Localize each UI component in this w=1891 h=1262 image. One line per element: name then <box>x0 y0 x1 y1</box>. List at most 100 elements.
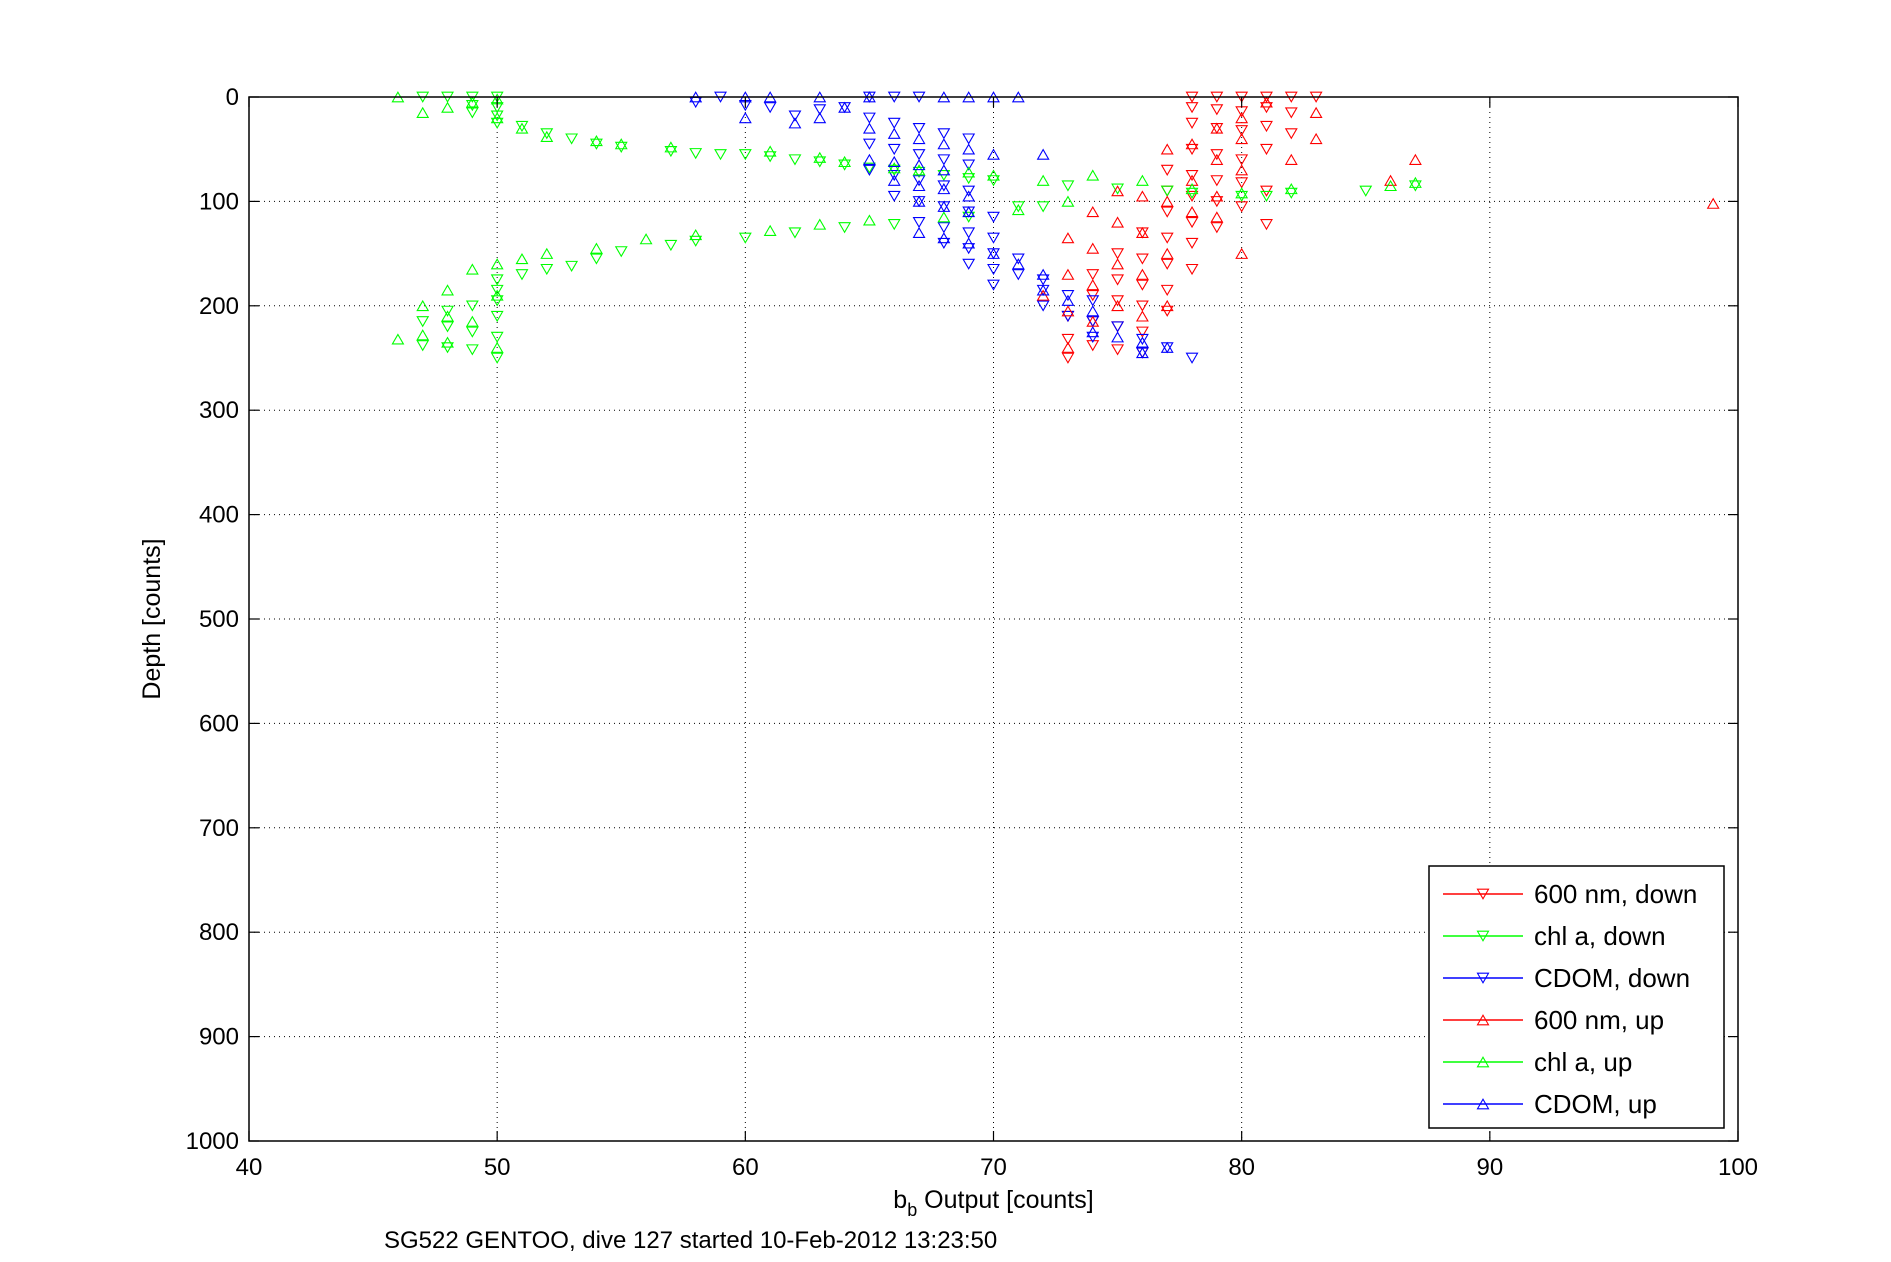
data-point <box>1111 248 1125 260</box>
data-point <box>887 219 901 231</box>
data-point <box>1185 183 1199 195</box>
data-point <box>1160 284 1174 297</box>
data-point <box>1160 195 1174 207</box>
data-point <box>1111 274 1125 286</box>
series-3 <box>1036 96 1720 353</box>
data-point <box>1061 232 1075 244</box>
data-point <box>1135 347 1149 359</box>
data-point <box>738 149 752 161</box>
data-point <box>1210 175 1224 187</box>
legend-item: chl a, up <box>1443 1047 1632 1077</box>
data-point <box>987 263 1000 276</box>
data-point <box>714 149 727 161</box>
data-point <box>1135 346 1149 359</box>
data-point <box>1408 153 1422 165</box>
x-tick-label: 70 <box>980 1154 1007 1181</box>
data-point <box>1160 185 1174 197</box>
legend-box <box>1428 865 1725 1129</box>
data-point <box>1210 149 1224 161</box>
legend-marker <box>1476 972 1490 984</box>
data-point <box>1086 169 1100 181</box>
data-point <box>1185 205 1199 218</box>
data-point <box>689 148 703 160</box>
data-point <box>689 235 703 247</box>
data-point <box>1135 268 1149 280</box>
y-tick-label: 100 <box>199 188 239 215</box>
x-tick-label: 100 <box>1718 1154 1758 1181</box>
data-point <box>1011 203 1025 216</box>
y-tick-label: 0 <box>226 84 239 111</box>
data-point <box>1185 102 1199 114</box>
series-1 <box>416 91 1422 364</box>
data-point <box>987 148 1000 160</box>
data-point <box>1011 269 1025 281</box>
y-tick-label: 400 <box>199 502 239 529</box>
data-point <box>1036 284 1050 296</box>
data-point <box>937 180 951 192</box>
data-point <box>1185 138 1199 150</box>
legend-item: 600 nm, up <box>1443 1005 1664 1035</box>
data-point <box>1235 132 1249 145</box>
data-point <box>1111 321 1125 333</box>
data-point <box>490 284 504 297</box>
x-axis-title-subscript: b <box>907 1200 917 1220</box>
data-point <box>1135 227 1149 239</box>
data-point <box>1061 305 1075 317</box>
legend-item: chl a, down <box>1443 921 1666 951</box>
data-point <box>490 331 504 343</box>
data-point <box>788 227 802 239</box>
data-point <box>1061 268 1075 280</box>
data-point <box>1160 258 1174 270</box>
data-point <box>515 252 529 265</box>
data-point <box>1235 247 1249 259</box>
data-point <box>1309 132 1323 145</box>
legend-item: CDOM, up <box>1443 1089 1657 1119</box>
data-point <box>540 130 554 142</box>
data-point <box>838 102 852 114</box>
data-point <box>1111 183 1125 195</box>
data-point <box>738 112 752 124</box>
data-point <box>1086 305 1100 317</box>
data-point <box>1309 106 1323 118</box>
data-point <box>1086 295 1100 307</box>
data-point <box>987 211 1000 223</box>
data-point <box>416 329 430 341</box>
data-point <box>1210 123 1224 135</box>
data-point <box>937 154 951 166</box>
data-point <box>987 232 1000 244</box>
data-point <box>1185 237 1199 250</box>
data-point <box>1210 211 1224 223</box>
data-point <box>1135 310 1149 322</box>
data-point <box>1086 205 1100 218</box>
data-point <box>664 145 678 158</box>
data-point <box>763 102 777 114</box>
data-point <box>540 128 554 140</box>
series-0 <box>1061 91 1323 364</box>
data-point <box>912 149 926 161</box>
series-5 <box>689 91 1174 359</box>
data-point <box>912 158 926 171</box>
data-point <box>465 326 479 338</box>
data-point <box>1185 169 1199 182</box>
data-point <box>416 299 430 312</box>
data-point <box>1111 258 1125 270</box>
data-point <box>540 263 554 276</box>
data-point <box>1160 143 1174 155</box>
legend-label: 600 nm, down <box>1534 879 1697 909</box>
data-point <box>962 190 976 202</box>
x-tick-label: 90 <box>1476 1154 1503 1181</box>
tick-label-layer: 40 50 60 70 80 90 1000100200300400500600700800… <box>186 84 1758 1181</box>
x-tick-label: 40 <box>236 1154 263 1181</box>
data-point <box>1135 333 1149 346</box>
data-point <box>887 169 901 182</box>
data-point <box>1160 185 1174 197</box>
data-point <box>763 145 777 157</box>
y-tick-label: 800 <box>199 919 239 946</box>
data-point <box>838 155 852 168</box>
data-point <box>1135 300 1149 312</box>
data-point <box>862 153 876 165</box>
data-point <box>515 269 529 281</box>
data-point <box>1086 315 1100 327</box>
data-point <box>912 123 926 135</box>
data-point <box>441 305 454 317</box>
